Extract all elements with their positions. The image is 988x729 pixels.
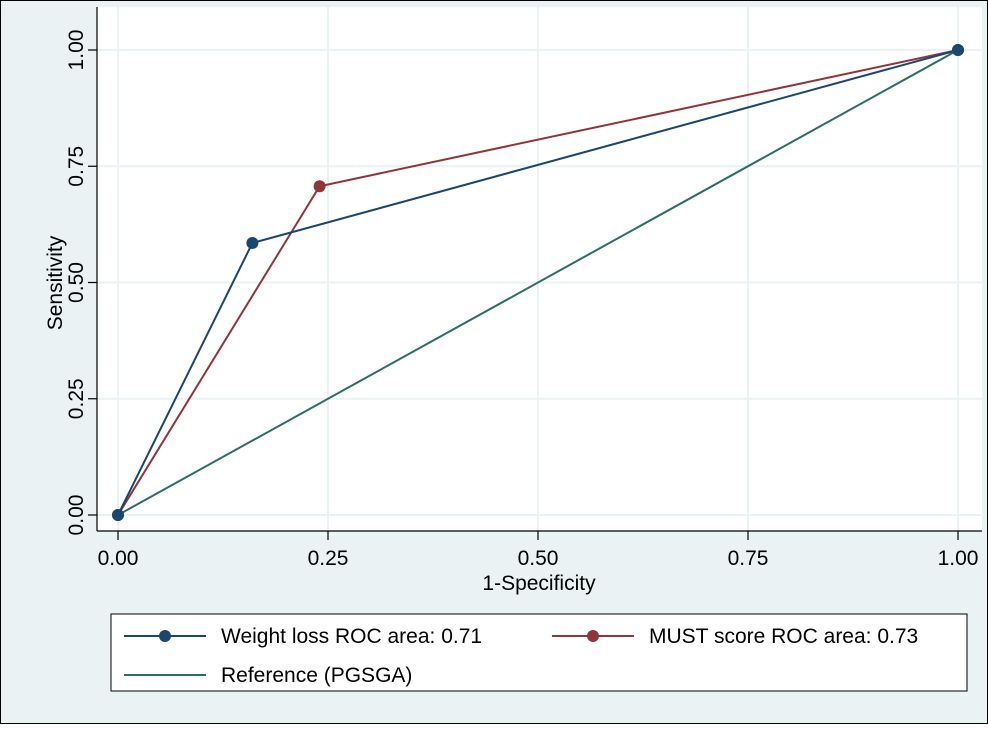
- y-tick-label: 0.75: [65, 146, 88, 187]
- y-tick-label: 0.25: [65, 378, 88, 419]
- x-axis-label: 1-Specificity: [482, 572, 596, 595]
- y-tick-label: 1.00: [65, 30, 88, 71]
- y-tick-label: 0.50: [65, 262, 88, 303]
- axes: 0.00 0.25 0.50 0.75 1.00 0.00 0.25 0.50 0.75 1.00: [65, 7, 982, 570]
- plot-region: [97, 7, 982, 531]
- legend-swatch-marker: [587, 630, 599, 642]
- x-tick-label: 0.50: [518, 547, 559, 570]
- legend-label: Reference (PGSGA): [221, 664, 412, 687]
- series-line: [117, 49, 959, 516]
- y-tick-label: 0.00: [65, 495, 88, 536]
- data-point-marker: [313, 180, 326, 193]
- series-layer: [112, 44, 964, 521]
- x-tick-label: 0.00: [98, 547, 139, 570]
- legend-box: [110, 613, 968, 692]
- x-tick-label: 0.25: [308, 547, 349, 570]
- legend-label: MUST score ROC area: 0.73: [649, 625, 918, 648]
- data-point-marker: [112, 509, 124, 521]
- data-point-marker: [246, 236, 259, 249]
- x-tick-label: 1.00: [938, 547, 979, 570]
- y-axis-label: Sensitivity: [44, 235, 67, 330]
- x-tick-label: 0.75: [728, 547, 769, 570]
- legend-swatch-marker: [159, 630, 171, 642]
- legend-label: Weight loss ROC area: 0.71: [221, 625, 482, 648]
- data-point-marker: [952, 44, 964, 56]
- legend: Weight loss ROC area: 0.71 MUST score ROC…: [110, 613, 968, 692]
